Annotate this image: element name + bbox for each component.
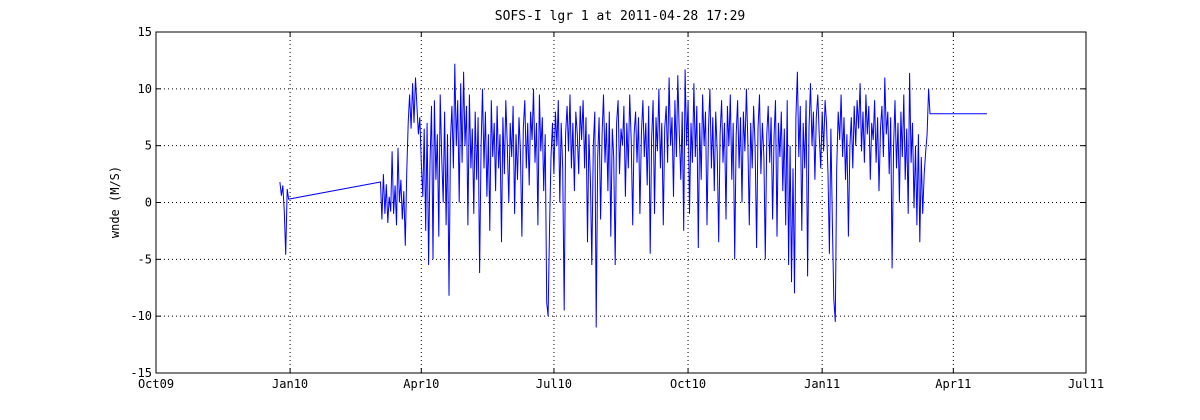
x-tick-label: Apr10 — [403, 377, 439, 391]
x-tick-label: Jul11 — [1068, 377, 1104, 391]
y-tick-label: -15 — [130, 366, 152, 380]
y-tick-label: -10 — [130, 309, 152, 323]
x-tick-label: Apr11 — [935, 377, 971, 391]
x-tick-label: Oct09 — [138, 377, 174, 391]
series-line-layer — [279, 63, 987, 328]
x-tick-labels: Oct09 Jan10 Apr10 Jul10 Oct10 Jan11 Apr11 Jul11 — [138, 377, 1104, 391]
series-line — [279, 63, 987, 328]
y-tick-label: 0 — [145, 196, 152, 210]
grid-lines — [156, 32, 1086, 373]
y-tick-label: 10 — [138, 82, 152, 96]
x-tick-label: Jul10 — [536, 377, 572, 391]
y-tick-label: -5 — [138, 252, 152, 266]
axis-ticks — [155, 31, 1087, 374]
chart-title: SOFS-I lgr 1 at 2011-04-28 17:29 — [495, 9, 745, 24]
y-tick-labels: -15 -10 -5 0 5 10 15 — [130, 25, 152, 380]
x-tick-label: Jan10 — [272, 377, 308, 391]
y-axis-label: wnde (M/S) — [108, 166, 122, 238]
x-tick-label: Jan11 — [804, 377, 840, 391]
y-tick-label: 15 — [138, 25, 152, 39]
y-tick-label: 5 — [145, 139, 152, 153]
x-tick-label: Oct10 — [670, 377, 706, 391]
